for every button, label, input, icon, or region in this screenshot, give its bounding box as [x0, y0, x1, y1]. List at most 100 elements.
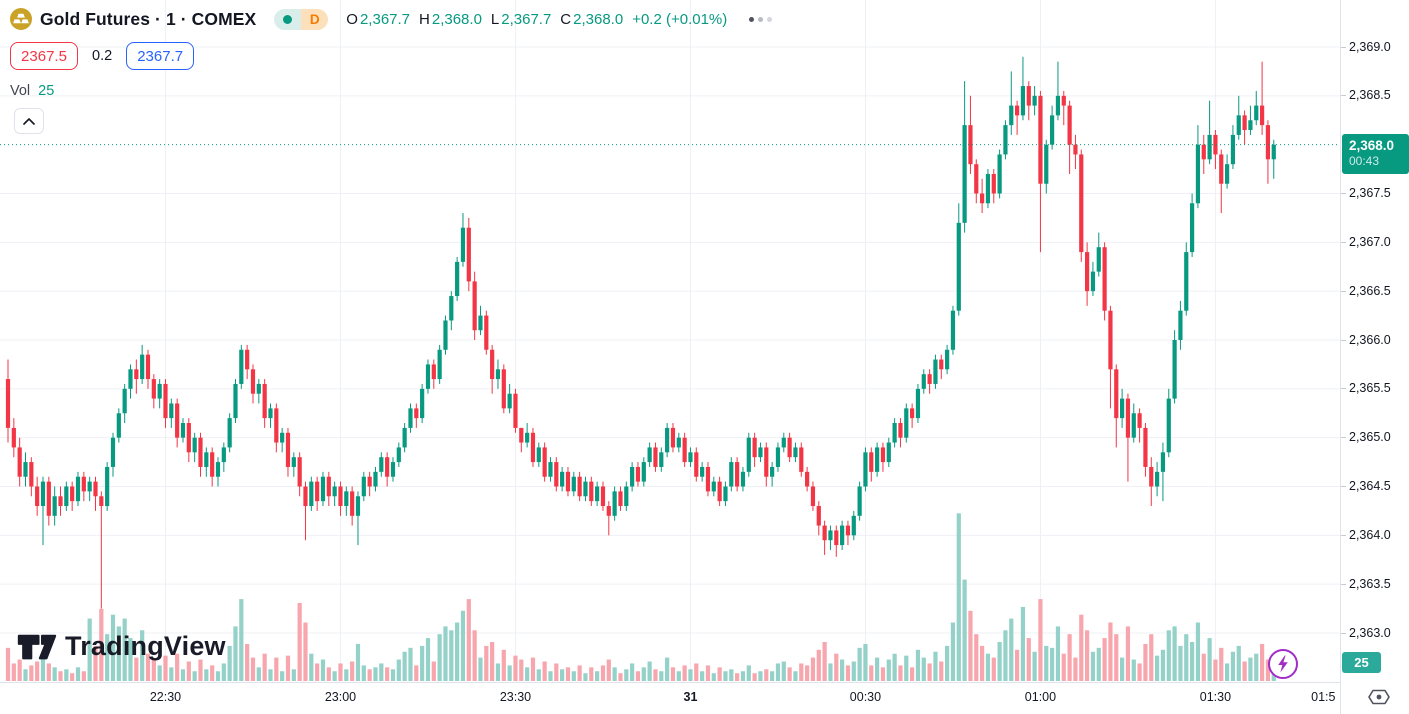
candle-body	[99, 496, 104, 507]
hexagon-dot-icon	[1368, 689, 1390, 705]
candle-body	[624, 486, 629, 507]
volume-bar	[793, 671, 798, 681]
candle-body	[192, 437, 197, 453]
collapse-legend-button[interactable]	[14, 108, 44, 134]
volume-bar	[711, 673, 716, 681]
price-tick-label: 2,368.5	[1349, 88, 1391, 103]
price-tickmark	[1341, 486, 1346, 487]
candle-body	[758, 447, 763, 458]
candle-body	[659, 452, 664, 467]
candle-body	[525, 432, 530, 443]
volume-bar	[501, 649, 506, 681]
volume-bar	[519, 659, 524, 681]
volume-bar	[1055, 626, 1061, 681]
price-tickmark	[1341, 193, 1346, 194]
volume-bar	[309, 653, 314, 681]
candle-body	[705, 466, 711, 492]
volume-bar	[35, 661, 40, 681]
candle-body	[991, 173, 996, 194]
candle-body	[1172, 340, 1177, 399]
volume-bar	[52, 667, 57, 681]
candle-body	[449, 296, 454, 321]
price-axis[interactable]: 2,368.0 00:43 25 2,369.0 2,368.5 2,367.5 2,…	[1340, 0, 1409, 714]
volume-bar	[175, 653, 180, 681]
volume-bar	[560, 669, 565, 681]
candle-body	[1236, 115, 1241, 135]
volume-bar	[233, 626, 238, 681]
volume-bar	[87, 618, 92, 681]
volume-bar	[857, 647, 862, 681]
candle-body	[379, 457, 384, 472]
price-scale-mode-icon[interactable]	[1364, 686, 1394, 708]
candle-body	[215, 462, 221, 477]
volume-bar	[682, 665, 687, 681]
candle-body	[29, 462, 34, 487]
candle-body	[589, 481, 594, 502]
volume-bar	[571, 671, 576, 681]
volume-bar	[361, 665, 366, 681]
volume-bar	[904, 655, 909, 681]
volume-bar	[968, 610, 973, 681]
symbol-title[interactable]: Gold Futures · 1 · COMEX	[40, 8, 257, 29]
volume-bar	[262, 653, 267, 681]
price-tickmark	[1341, 437, 1346, 439]
candle-body	[1248, 120, 1253, 131]
candle-body	[694, 452, 699, 477]
candle-body	[250, 369, 256, 394]
candle-body	[1190, 203, 1195, 253]
candle-body	[676, 437, 681, 448]
volume-bar	[449, 630, 454, 681]
market-status-badge[interactable]: D	[274, 8, 329, 30]
volume-bar	[332, 671, 337, 681]
more-options-icon[interactable]	[741, 13, 776, 26]
buy-button[interactable]: 2367.7	[126, 42, 195, 70]
candle-body	[414, 408, 419, 419]
candle-body	[805, 471, 810, 487]
candle-body	[268, 408, 273, 419]
candle-body	[974, 164, 979, 194]
lightning-bolt-icon	[1278, 655, 1288, 673]
candle-body	[1149, 466, 1154, 487]
candle-body	[1242, 115, 1247, 131]
volume-bar	[635, 671, 641, 681]
volume-bar	[1044, 645, 1049, 681]
volume-bar	[781, 661, 786, 681]
candle-body	[425, 364, 431, 389]
candle-body	[105, 466, 110, 507]
volume-bar	[612, 667, 617, 681]
candle-body	[519, 427, 524, 443]
price-tick-label: 2,363.5	[1349, 576, 1391, 591]
candle-body	[460, 227, 466, 262]
candle-body	[1120, 398, 1125, 419]
volume-bar	[974, 634, 979, 681]
candle-body	[52, 496, 57, 516]
candle-body	[1003, 125, 1008, 155]
candle-body	[565, 471, 571, 492]
volume-bar	[542, 661, 547, 681]
volume-bar	[478, 657, 483, 681]
volume-bar	[525, 667, 530, 681]
volume-bar	[828, 663, 833, 681]
volume-bar	[764, 669, 769, 681]
time-axis[interactable]: 22:30 23:00 23:30 31 00:30 01:00 01:30 01:5	[0, 682, 1340, 714]
candle-body	[810, 486, 816, 507]
volume-bar	[1207, 638, 1212, 681]
volume-bar	[425, 638, 431, 681]
volume-bar	[758, 671, 763, 681]
volume-bar	[1050, 647, 1055, 681]
instant-trading-button[interactable]	[1268, 649, 1298, 679]
candle-body	[1254, 105, 1259, 121]
sell-button[interactable]: 2367.5	[10, 42, 78, 70]
tradingview-watermark[interactable]: TradingView	[16, 630, 226, 662]
candle-body	[764, 447, 769, 477]
volume-bar	[1195, 622, 1201, 681]
close-label: C	[560, 10, 572, 28]
candle-body	[390, 462, 396, 477]
volume-bar	[1131, 659, 1136, 681]
volume-bar	[256, 667, 261, 681]
candle-body	[1067, 105, 1072, 145]
candle-body	[180, 423, 186, 438]
last-price-value: 2,368.0	[1349, 137, 1395, 153]
volume-bar	[17, 659, 22, 681]
